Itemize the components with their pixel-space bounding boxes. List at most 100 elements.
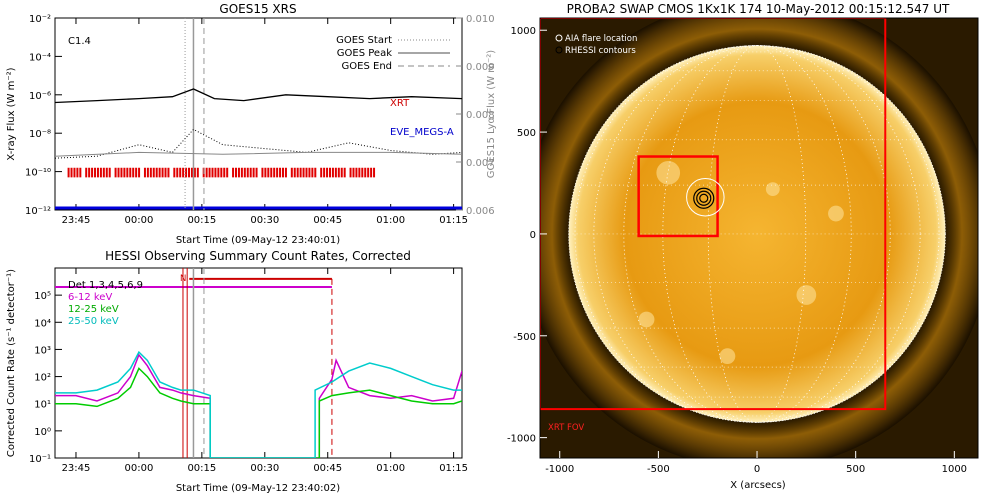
swap-longitude-line (574, 45, 940, 423)
swap-rhessi-contour (696, 190, 712, 206)
goes-y-right-tick-label: 0.010 (466, 14, 495, 25)
goes-xrt-coverage-bar (96, 167, 99, 178)
goes-plot-area (55, 18, 462, 210)
hessi-plot-area (55, 268, 462, 458)
hessi-title: HESSI Observing Summary Count Rates, Cor… (105, 249, 411, 263)
goes-xrt-coverage-bar (284, 167, 287, 178)
goes-xrt-coverage-bar (67, 167, 70, 178)
goes-xrt-coverage-bar (211, 167, 214, 178)
goes-xrt-coverage-bar (343, 167, 346, 178)
swap-y-tick-label: -500 (513, 332, 536, 343)
goes-panel: GOES15 XRS 23:45 00:00 00:15 00:30 00:45 01:0… (6, 2, 497, 246)
hessi-series-6-12-line (55, 353, 462, 458)
goes-series-label-eve: EVE_MEGS-A (390, 127, 454, 138)
swap-legend-aia: AIA flare location (565, 34, 637, 44)
swap-y-tick-label: -1000 (507, 434, 536, 445)
goes-xrt-coverage-bar (279, 167, 282, 178)
goes-xrt-coverage-bar (179, 167, 182, 178)
goes-xrt-coverage-bar (85, 167, 88, 178)
hessi-x-tick-label: 00:45 (313, 463, 342, 474)
swap-legend-aia-marker (555, 34, 563, 42)
goes-legend-end: GOES End (342, 61, 392, 72)
goes-xrt-coverage-bar (349, 167, 352, 178)
swap-x-label: X (arcsecs) (730, 480, 786, 491)
hessi-annotation-n: N (180, 274, 186, 284)
goes-x-tick-label: 01:00 (376, 215, 405, 226)
goes-xrt-coverage-bar (94, 167, 97, 178)
hessi-x-tick-label: 00:15 (187, 463, 216, 474)
goes-xrt-coverage-bar (117, 167, 120, 178)
hessi-panel: HESSI Observing Summary Count Rates, Cor… (6, 249, 468, 494)
goes-xrt-coverage-bar (102, 167, 105, 178)
goes-series-xrt-line (55, 88, 462, 104)
swap-bright-region (796, 285, 817, 305)
goes-x-tick-label: 00:30 (250, 215, 279, 226)
goes-xrt-coverage-bar (370, 167, 373, 178)
swap-x-tick-label: 0 (754, 464, 760, 475)
hessi-y-label: Corrected Count Rate (s⁻¹ detector⁻¹) (6, 269, 17, 457)
goes-xrt-coverage-bar (326, 167, 329, 178)
goes-y-tick-label: 10⁻¹⁰ (25, 168, 51, 179)
goes-xrt-coverage-bar (143, 167, 146, 178)
goes-xrt-coverage-bar (261, 167, 264, 178)
goes-xrt-coverage-bar (138, 167, 141, 178)
goes-y-tick-label: 10⁻¹² (25, 206, 51, 217)
goes-xrt-coverage-bar (299, 167, 302, 178)
hessi-y-tick-label: 10⁵ (34, 291, 51, 302)
goes-xrt-coverage-bar (88, 167, 91, 178)
hessi-y-axis: 10⁵ 10⁴ 10³ 10² 10¹ 10⁰ 10⁻¹ (29, 291, 62, 465)
swap-x-tick-label: -500 (647, 464, 670, 475)
hessi-series-25-50-line (55, 350, 462, 458)
goes-xrt-coverage-bar (305, 167, 308, 178)
hessi-series-12-25-line (55, 367, 462, 458)
goes-xrt-coverage-bar (149, 167, 152, 178)
goes-y-label-left: X-ray Flux (W m⁻²) (6, 67, 17, 160)
swap-rhessi-contour (693, 187, 715, 209)
goes-xrt-coverage-bar (91, 167, 94, 178)
swap-image (540, 18, 978, 458)
goes-x-axis: 23:45 00:00 00:15 00:30 00:45 01:00 01:15 (62, 18, 468, 226)
swap-legend-rhessi-marker (555, 46, 563, 54)
swap-x-axis: -1000 -500 0 500 1000 (545, 451, 967, 475)
goes-xrt-coverage-bar (276, 167, 279, 178)
goes-xrt-coverage-bar (281, 167, 284, 178)
goes-xrt-coverage-bar (311, 167, 314, 178)
swap-y-tick-label: 1000 (511, 26, 536, 37)
goes-xrt-coverage-bar (205, 167, 208, 178)
goes-xrt-coverage-bar (158, 167, 161, 178)
swap-xrt-fov-box (540, 18, 887, 411)
swap-red-box (637, 155, 719, 238)
goes-flare-class: C1.4 (68, 36, 91, 47)
goes-xrt-coverage-bar (173, 167, 176, 178)
goes-xrt-coverage-bar (270, 167, 273, 178)
hessi-x-tick-label: 23:45 (62, 463, 91, 474)
swap-rhessi-contour (699, 193, 709, 203)
swap-legend: AIA flare location RHESSI contours (555, 34, 637, 56)
goes-x-tick-label: 01:15 (439, 215, 468, 226)
goes-xrt-coverage-bar (323, 167, 326, 178)
hessi-y-tick-label: 10⁴ (34, 318, 51, 329)
swap-y-tick-label: 500 (517, 128, 536, 139)
goes-xrt-coverage-bar (217, 167, 220, 178)
goes-xrt-coverage-bar (132, 167, 135, 178)
goes-xrt-coverage-bar (314, 167, 317, 178)
hessi-y-tick-label: 10³ (34, 345, 51, 356)
hessi-frame (54, 267, 463, 459)
swap-y-tick-label: 0 (530, 230, 536, 241)
goes-xrt-coverage-bar (293, 167, 296, 178)
hessi-x-tick-label: 01:15 (439, 463, 468, 474)
hessi-legend-25-50: 25-50 keV (68, 316, 119, 327)
goes-y-right-tick-label: 0.008 (466, 110, 495, 121)
goes-xrt-coverage-bar (226, 167, 229, 178)
goes-xrt-coverage-bar (196, 167, 199, 178)
goes-y-label-right: GOES15 Lyα Flux (W m⁻²) (486, 50, 497, 178)
swap-limb-line (568, 45, 946, 423)
goes-y-axis-left: 10⁻² 10⁻⁴ 10⁻⁶ 10⁻⁸ 10⁻¹⁰ 10⁻¹² (25, 14, 62, 217)
goes-series-lya-line (55, 151, 462, 157)
goes-xrt-coverage-bar (176, 167, 179, 178)
swap-title: PROBA2 SWAP CMOS 1Kx1K 174 10-May-2012 0… (567, 2, 950, 16)
swap-bright-region (828, 205, 844, 222)
goes-xrt-coverage-bar (155, 167, 158, 178)
goes-xrt-coverage-bar (290, 167, 293, 178)
hessi-y-tick-label: 10⁻¹ (29, 454, 51, 465)
